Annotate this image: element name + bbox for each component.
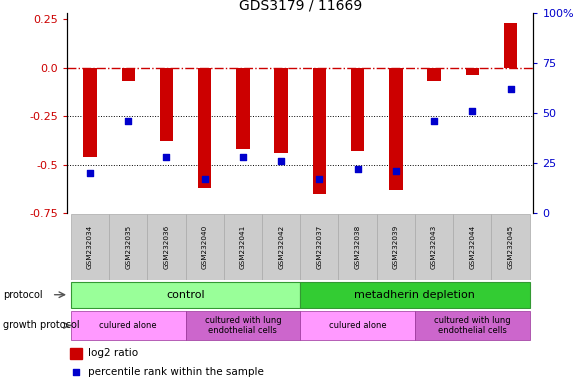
Text: protocol: protocol	[3, 290, 43, 300]
Text: GSM232038: GSM232038	[354, 225, 361, 269]
Bar	[312, 68, 326, 194]
Title: GDS3179 / 11669: GDS3179 / 11669	[238, 0, 362, 12]
Bar	[389, 68, 402, 190]
Bar	[504, 23, 517, 68]
FancyBboxPatch shape	[262, 214, 300, 280]
Text: cultured with lung
endothelial cells: cultured with lung endothelial cells	[434, 316, 511, 335]
FancyBboxPatch shape	[300, 214, 339, 280]
Point	[468, 108, 477, 114]
FancyBboxPatch shape	[185, 214, 224, 280]
FancyBboxPatch shape	[185, 311, 300, 340]
Text: GSM232039: GSM232039	[393, 225, 399, 269]
Point	[238, 154, 248, 160]
Text: GSM232037: GSM232037	[317, 225, 322, 269]
Text: GSM232043: GSM232043	[431, 225, 437, 269]
Text: GSM232035: GSM232035	[125, 225, 131, 269]
FancyBboxPatch shape	[224, 214, 262, 280]
Point	[200, 176, 209, 182]
Point	[353, 166, 362, 172]
FancyBboxPatch shape	[71, 311, 185, 340]
Bar	[83, 68, 97, 157]
Text: GSM232045: GSM232045	[508, 225, 514, 269]
Bar	[466, 68, 479, 76]
FancyBboxPatch shape	[300, 311, 415, 340]
Bar	[198, 68, 212, 188]
Bar	[351, 68, 364, 151]
FancyBboxPatch shape	[453, 214, 491, 280]
Point	[161, 154, 171, 160]
FancyBboxPatch shape	[339, 214, 377, 280]
Text: GSM232036: GSM232036	[163, 225, 170, 269]
Text: GSM232041: GSM232041	[240, 225, 246, 269]
Point	[124, 118, 133, 124]
Text: growth protocol: growth protocol	[3, 320, 79, 331]
FancyBboxPatch shape	[71, 282, 300, 308]
Text: culured alone: culured alone	[329, 321, 387, 330]
FancyBboxPatch shape	[147, 214, 185, 280]
Point	[315, 176, 324, 182]
Text: metadherin depletion: metadherin depletion	[354, 290, 475, 300]
FancyBboxPatch shape	[109, 214, 147, 280]
Bar	[427, 68, 441, 81]
Point	[72, 369, 81, 376]
Bar	[236, 68, 250, 149]
Text: log2 ratio: log2 ratio	[88, 348, 138, 358]
FancyBboxPatch shape	[71, 214, 109, 280]
Point	[391, 168, 401, 174]
FancyBboxPatch shape	[415, 214, 453, 280]
Text: GSM232040: GSM232040	[202, 225, 208, 269]
Point	[85, 170, 94, 176]
Text: GSM232044: GSM232044	[469, 225, 475, 269]
Text: cultured with lung
endothelial cells: cultured with lung endothelial cells	[205, 316, 281, 335]
FancyBboxPatch shape	[415, 311, 529, 340]
Point	[430, 118, 439, 124]
Bar	[71, 348, 82, 359]
Bar	[121, 68, 135, 81]
Bar	[275, 68, 288, 153]
FancyBboxPatch shape	[300, 282, 529, 308]
Text: percentile rank within the sample: percentile rank within the sample	[88, 367, 264, 377]
FancyBboxPatch shape	[377, 214, 415, 280]
Point	[506, 86, 515, 93]
Text: GSM232034: GSM232034	[87, 225, 93, 269]
FancyBboxPatch shape	[491, 214, 529, 280]
Text: GSM232042: GSM232042	[278, 225, 284, 269]
Text: control: control	[166, 290, 205, 300]
Point	[276, 158, 286, 164]
Bar	[160, 68, 173, 141]
Text: culured alone: culured alone	[99, 321, 157, 330]
